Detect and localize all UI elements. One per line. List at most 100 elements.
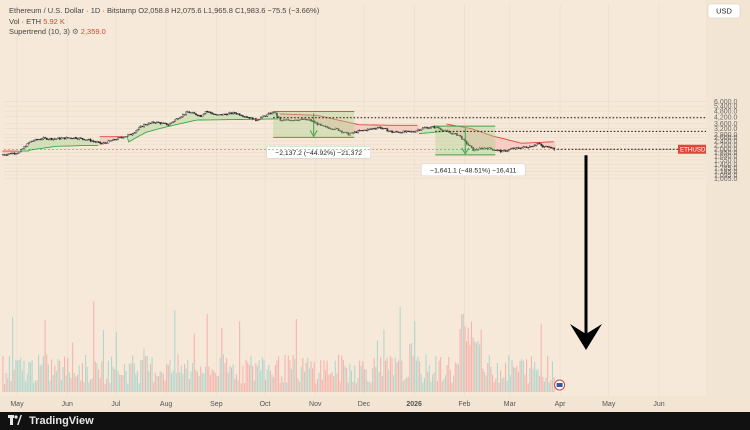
candle-down[interactable] (243, 116, 246, 118)
candle-up[interactable] (219, 114, 222, 116)
candle-up[interactable] (501, 150, 504, 153)
candle-down[interactable] (159, 122, 162, 124)
candle-up[interactable] (180, 116, 183, 119)
candle-up[interactable] (533, 145, 536, 147)
candle-up[interactable] (62, 137, 64, 139)
candle-down[interactable] (44, 137, 47, 139)
candle-down[interactable] (328, 127, 330, 129)
candle-down[interactable] (460, 136, 463, 140)
candle-up[interactable] (26, 143, 29, 147)
candle-up[interactable] (117, 137, 119, 140)
candle-down[interactable] (469, 144, 471, 147)
candle-down[interactable] (305, 118, 308, 121)
candle-up[interactable] (506, 150, 509, 152)
candle-up[interactable] (227, 113, 230, 116)
candle-up[interactable] (522, 146, 525, 148)
candle-up[interactable] (520, 147, 523, 149)
candle-up[interactable] (420, 128, 423, 131)
candle-up[interactable] (138, 127, 141, 130)
candle-down[interactable] (553, 147, 556, 150)
candle-down[interactable] (81, 137, 84, 140)
candle-down[interactable] (449, 132, 452, 134)
candle-down[interactable] (456, 133, 458, 136)
candle-up[interactable] (428, 127, 431, 129)
candle-down[interactable] (339, 130, 342, 132)
candle-up[interactable] (174, 119, 176, 122)
candle-up[interactable] (11, 152, 14, 155)
candle-down[interactable] (39, 139, 42, 141)
candle-up[interactable] (430, 126, 432, 129)
candle-up[interactable] (41, 138, 43, 140)
candle-down[interactable] (242, 115, 244, 117)
candle-down[interactable] (454, 133, 457, 135)
candle-down[interactable] (92, 140, 95, 142)
candle-down[interactable] (289, 119, 291, 121)
candle-up[interactable] (285, 119, 288, 121)
candle-up[interactable] (298, 119, 301, 121)
candle-down[interactable] (538, 142, 541, 145)
candle-up[interactable] (532, 145, 535, 148)
candle-down[interactable] (384, 127, 387, 129)
candle-down[interactable] (490, 147, 492, 150)
candle-up[interactable] (371, 128, 374, 130)
candle-up[interactable] (102, 142, 105, 144)
candle-up[interactable] (8, 153, 11, 155)
candle-down[interactable] (224, 113, 226, 115)
candle-up[interactable] (344, 131, 346, 133)
candle-down[interactable] (154, 122, 157, 124)
candle-up[interactable] (135, 130, 137, 133)
candle-up[interactable] (131, 133, 134, 136)
candle-up[interactable] (55, 138, 58, 140)
candle-down[interactable] (401, 132, 403, 134)
candle-down[interactable] (407, 130, 410, 132)
candle-up[interactable] (261, 115, 264, 118)
candle-up[interactable] (300, 118, 303, 120)
candle-down[interactable] (97, 141, 100, 143)
candle-up[interactable] (88, 139, 90, 141)
candle-down[interactable] (75, 137, 77, 139)
candle-down[interactable] (397, 131, 400, 133)
candle-up[interactable] (457, 134, 460, 136)
candle-down[interactable] (297, 119, 299, 121)
candle-down[interactable] (389, 130, 392, 132)
candle-up[interactable] (394, 131, 397, 133)
candle-down[interactable] (337, 128, 340, 131)
candle-down[interactable] (277, 116, 280, 118)
candle-down[interactable] (216, 114, 218, 116)
candle-up[interactable] (237, 113, 239, 115)
candle-down[interactable] (319, 123, 322, 126)
candle-down[interactable] (315, 122, 317, 124)
candle-down[interactable] (144, 124, 147, 126)
candle-down[interactable] (157, 121, 160, 123)
candle-down[interactable] (525, 146, 528, 148)
candle-down[interactable] (345, 131, 348, 133)
candle-up[interactable] (191, 112, 194, 114)
candle-up[interactable] (187, 111, 189, 113)
candle-down[interactable] (245, 116, 248, 118)
candle-down[interactable] (274, 112, 277, 114)
candle-up[interactable] (175, 118, 178, 121)
candle-down[interactable] (94, 141, 97, 143)
candle-down[interactable] (104, 142, 107, 144)
candle-up[interactable] (383, 127, 385, 129)
candle-down[interactable] (459, 134, 462, 137)
candle-down[interactable] (426, 127, 429, 129)
candle-up[interactable] (73, 137, 76, 139)
candle-down[interactable] (379, 126, 382, 129)
candle-down[interactable] (50, 137, 53, 140)
candle-down[interactable] (465, 140, 468, 145)
candle-up[interactable] (529, 146, 531, 148)
candle-down[interactable] (234, 112, 236, 114)
candle-up[interactable] (422, 127, 424, 130)
candle-down[interactable] (321, 124, 324, 127)
candle-down[interactable] (246, 116, 249, 118)
candle-down[interactable] (409, 130, 411, 132)
candle-up[interactable] (146, 124, 149, 126)
candle-down[interactable] (164, 122, 167, 124)
candle-up[interactable] (388, 130, 390, 132)
candle-down[interactable] (302, 118, 304, 120)
candle-down[interactable] (162, 122, 165, 124)
candle-up[interactable] (170, 122, 173, 124)
candle-down[interactable] (292, 120, 295, 122)
candle-up[interactable] (256, 119, 259, 121)
